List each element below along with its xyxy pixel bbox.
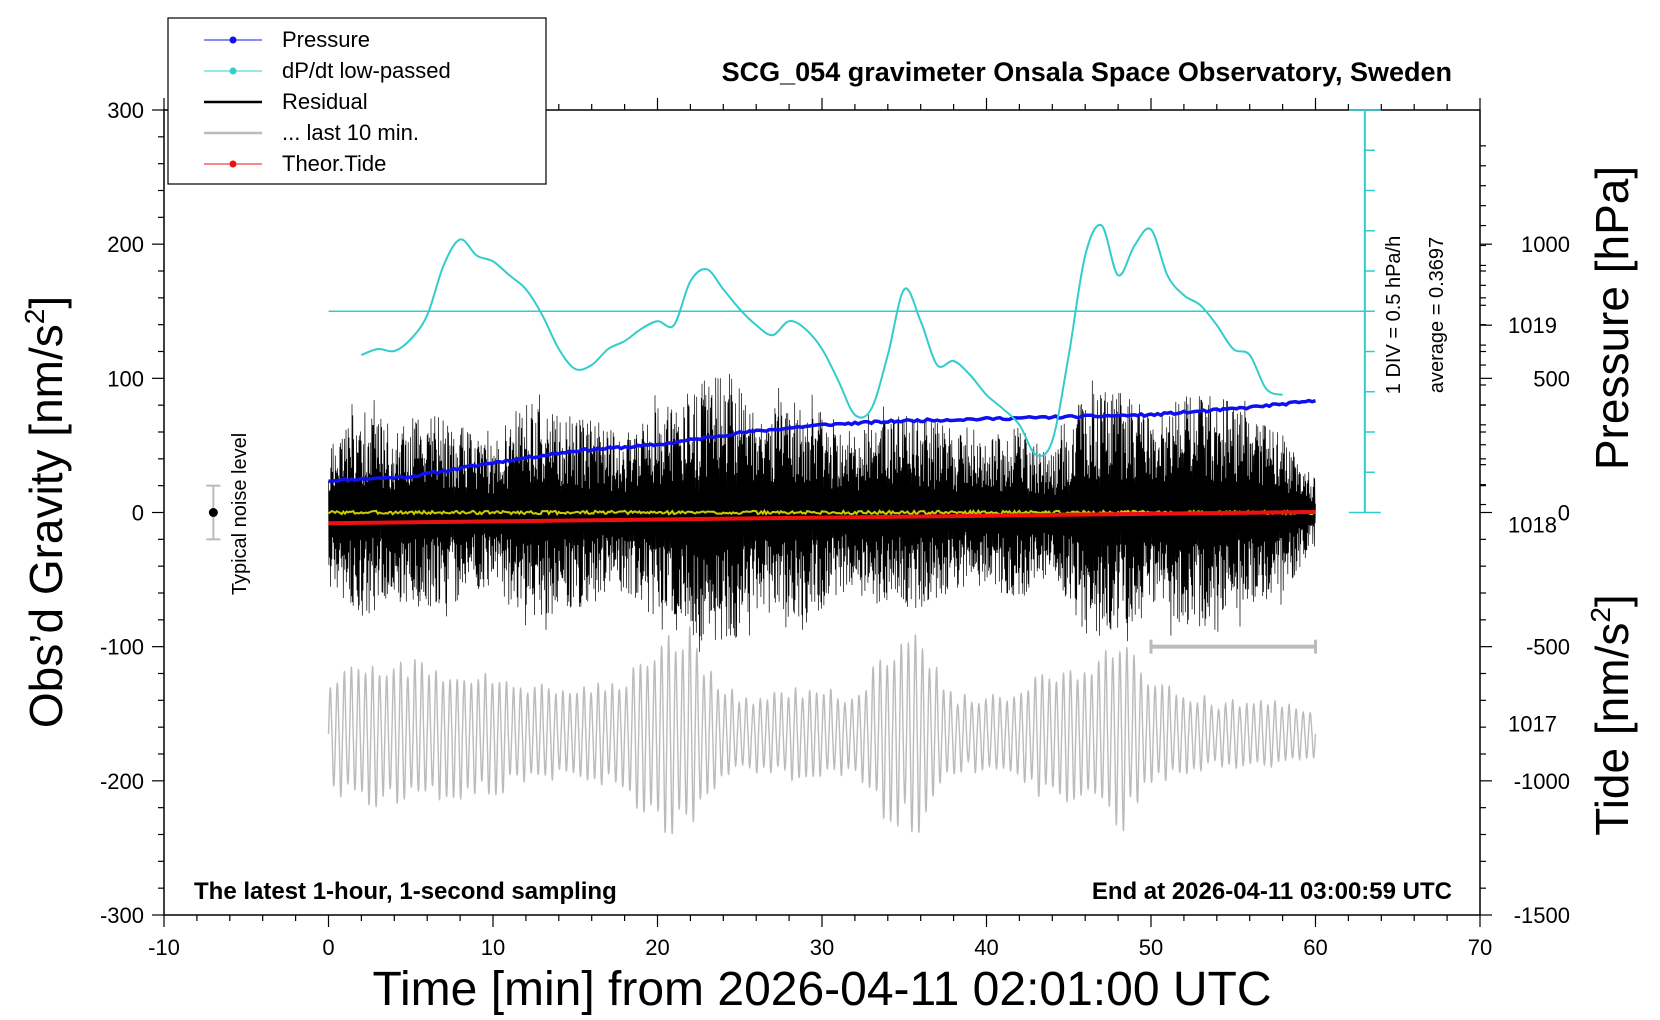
pressure-tick-label: 1018 [1508,512,1557,537]
last-10-min-series [327,625,1317,835]
y-tick-label: 200 [107,232,144,257]
x-tick-label: 70 [1468,935,1492,960]
dpdt-scale-bar [1348,109,1381,514]
legend-label: dP/dt low-passed [282,58,451,83]
x-tick-label: 20 [645,935,669,960]
theor-tide-series [328,510,1316,526]
pressure-tick-label: 1019 [1508,313,1557,338]
residual-line [328,373,1316,652]
y-tick-label: -100 [100,635,144,660]
dpdt-series [328,223,1370,457]
tide-tick-label: -1500 [1514,903,1570,928]
axes: -10 0 10 20 30 40 50 60 703002001000-100-200-300… [100,98,1570,960]
y-tick-label: 0 [132,501,144,526]
pressure-tick-label: 1017 [1508,712,1557,737]
x-tick-label: 10 [481,935,505,960]
tide-tick-label: -1000 [1514,769,1570,794]
y-axis-label-pressure: Pressure [hPa] [1586,166,1638,470]
tide-tick-label: 1000 [1521,232,1570,257]
residual-series [328,373,1316,652]
legend-label: Theor.Tide [282,151,386,176]
y-axis-label-tide: Tide [nm/s2] [1585,594,1638,835]
noise-level-marker [206,484,221,541]
pressure-series [328,398,1317,484]
legend-swatch-dot [229,160,237,168]
legend-swatch-dot [229,67,237,75]
x-tick-label: 60 [1303,935,1327,960]
tide-tick-label: -500 [1526,635,1570,660]
x-tick-label: -10 [148,935,180,960]
x-tick-label: 0 [322,935,334,960]
x-tick-label: 50 [1139,935,1163,960]
legend-label: Residual [282,89,368,114]
y-tick-label: 100 [107,366,144,391]
last-10-min-bracket [1149,639,1317,654]
y-tick-label: -200 [100,769,144,794]
chart-title: SCG_054 gravimeter Onsala Space Observat… [722,57,1452,87]
x-axis-label: Time [min] from 2026-04-11 02:01:00 UTC [372,963,1271,1016]
legend-label: ... last 10 min. [282,120,419,145]
x-tick-label: 40 [974,935,998,960]
y-tick-label: 300 [107,98,144,123]
tide-tick-label: 0 [1558,501,1570,526]
dpdt-scale-label: 1 DIV = 0.5 hPa/h [1383,236,1405,394]
legend-swatch-dot [229,36,237,44]
tide-tick-label: 500 [1533,366,1570,391]
x-tick-label: 30 [810,935,834,960]
y-tick-label: -300 [100,903,144,928]
annotation-left: The latest 1-hour, 1-second sampling [194,878,617,905]
legend-label: Pressure [282,27,370,52]
dpdt-line [361,223,1283,457]
noise-level-label: Typical noise level [229,433,251,595]
dpdt-average-label: average = 0.3697 [1426,237,1448,393]
noise-center-dot [208,508,218,517]
theor-tide-line [328,510,1316,526]
legend: Pressure dP/dt low-passed Residual ... last… [167,17,547,185]
annotation-right: End at 2026-04-11 03:00:59 UTC [1092,878,1452,905]
last-10-min-line [327,625,1317,835]
pressure-line [328,398,1317,484]
y-axis-label-left: Obs’d Gravity [nm/s2] [19,296,72,728]
